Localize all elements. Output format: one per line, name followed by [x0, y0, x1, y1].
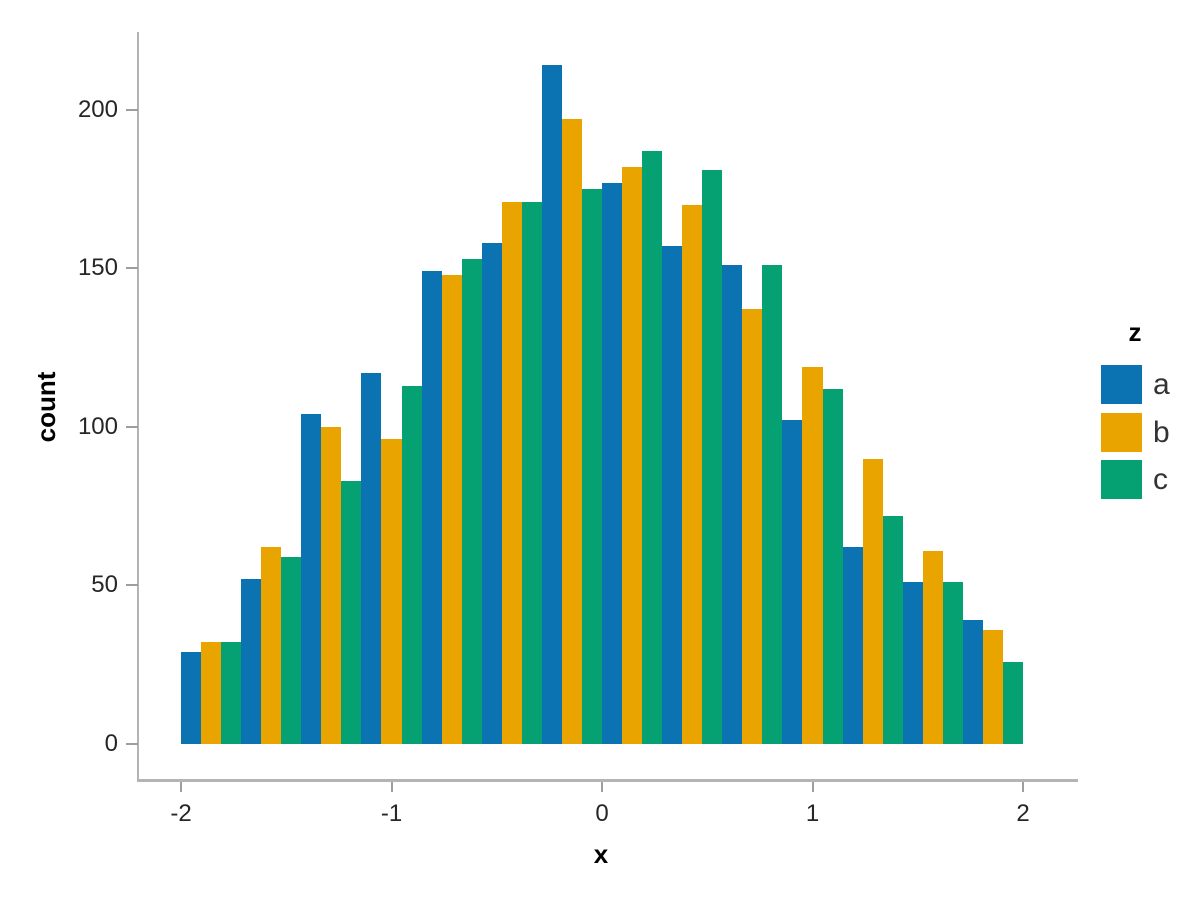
bar-c: [582, 189, 602, 744]
x-tick-mark: [1022, 782, 1024, 792]
legend-label-c: c: [1153, 463, 1168, 496]
bar-a: [482, 243, 502, 744]
bar-c: [1003, 662, 1023, 744]
y-tick-label: 150: [77, 254, 118, 282]
x-tick-label: 0: [595, 800, 609, 827]
x-tick-label: -2: [170, 800, 192, 827]
bar-a: [542, 65, 562, 744]
bar-a: [602, 183, 622, 744]
x-axis-title: x: [593, 839, 609, 869]
x-axis-line: [137, 779, 1078, 782]
y-tick-mark: [126, 743, 138, 745]
legend-swatch-b: [1101, 413, 1142, 452]
legend-swatch-c: [1101, 460, 1142, 499]
y-tick-mark: [126, 108, 138, 111]
y-tick-label: 0: [104, 730, 118, 757]
y-tick-mark: [126, 267, 138, 270]
bar-b: [562, 119, 582, 744]
bar-a: [722, 265, 742, 744]
bar-b: [622, 167, 642, 744]
legend-label-a: a: [1153, 368, 1170, 401]
x-tick-mark: [390, 782, 393, 792]
y-axis-line: [137, 32, 139, 782]
bar-c: [823, 389, 843, 744]
bar-b: [502, 202, 522, 744]
y-tick-label: 100: [77, 412, 118, 440]
x-tick-label: 1: [805, 800, 820, 827]
bar-c: [883, 516, 903, 744]
bar-b: [321, 427, 341, 744]
bar-b: [682, 205, 702, 744]
bar-c: [642, 151, 662, 744]
y-tick-label: 200: [77, 95, 118, 123]
y-axis-title: count: [31, 371, 61, 443]
bar-b: [261, 547, 281, 744]
bar-b: [742, 309, 762, 744]
x-tick-mark: [601, 782, 603, 792]
legend-title: z: [1128, 317, 1142, 347]
legend-item-a: a: [1101, 365, 1200, 404]
bar-b: [802, 367, 823, 744]
bar-b: [442, 275, 462, 744]
bar-b: [983, 630, 1003, 744]
x-tick-mark: [811, 782, 814, 792]
bar-a: [181, 652, 201, 744]
y-tick-mark: [126, 584, 138, 587]
bar-a: [903, 582, 923, 744]
bar-b: [201, 642, 221, 744]
x-tick-label: -1: [380, 800, 403, 827]
bar-c: [943, 582, 963, 744]
legend-swatch-a: [1101, 365, 1142, 404]
bar-a: [963, 620, 983, 744]
bar-a: [782, 420, 802, 744]
bar-c: [702, 170, 722, 744]
bar-c: [522, 202, 542, 744]
bar-c: [402, 386, 422, 744]
bar-b: [381, 439, 402, 744]
legend-item-c: c: [1101, 460, 1200, 499]
bar-a: [422, 271, 442, 744]
bar-b: [923, 551, 943, 744]
legend-label-b: b: [1153, 416, 1170, 449]
bar-a: [301, 414, 321, 744]
y-tick-label: 50: [91, 571, 118, 599]
bar-c: [221, 642, 241, 744]
legend-item-b: b: [1101, 413, 1200, 452]
bar-b: [863, 459, 883, 744]
y-tick-mark: [126, 425, 138, 428]
bar-c: [281, 557, 301, 744]
bar-c: [341, 481, 361, 744]
bar-c: [462, 259, 482, 744]
bar-a: [843, 547, 863, 744]
bar-a: [241, 579, 261, 744]
bar-a: [361, 373, 381, 744]
x-tick-label: 2: [1016, 800, 1030, 827]
x-tick-mark: [180, 782, 182, 792]
bar-c: [762, 265, 782, 744]
bar-a: [662, 246, 682, 744]
